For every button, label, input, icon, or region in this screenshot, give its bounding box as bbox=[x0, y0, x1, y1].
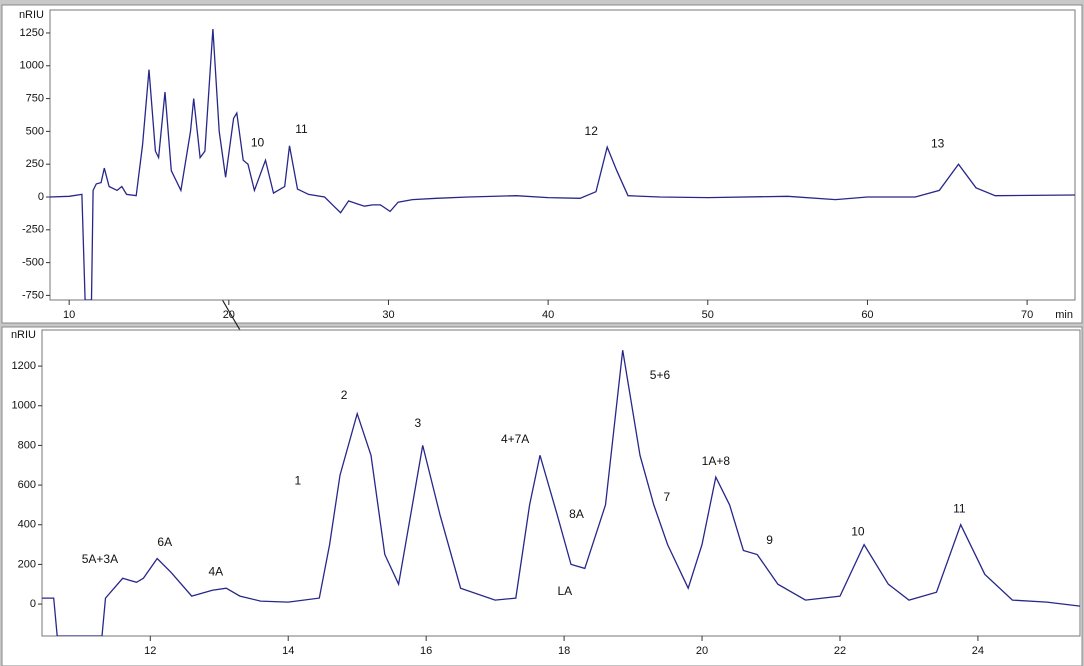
y-tick-label: 400 bbox=[18, 519, 36, 531]
y-tick-label: 1000 bbox=[12, 400, 36, 412]
peak-label: LA bbox=[557, 584, 572, 598]
plot-area bbox=[41, 329, 1081, 637]
peak-label: 9 bbox=[766, 533, 773, 547]
y-axis-label: nRIU bbox=[11, 329, 36, 341]
y-tick-label: 600 bbox=[18, 479, 36, 491]
y-tick-label: -500 bbox=[22, 257, 44, 269]
peak-label: 3 bbox=[415, 416, 422, 430]
y-tick-label: 0 bbox=[38, 191, 44, 203]
y-tick-label: 1000 bbox=[20, 60, 44, 72]
x-tick-label: 10 bbox=[63, 309, 75, 321]
x-tick-label: 12 bbox=[144, 645, 156, 657]
peak-label: 5+6 bbox=[650, 368, 671, 382]
trace bbox=[50, 28, 1075, 300]
x-tick-label: 20 bbox=[223, 309, 235, 321]
y-tick-label: 200 bbox=[18, 558, 36, 570]
y-tick-label: 500 bbox=[26, 125, 44, 137]
peak-label: 4+7A bbox=[501, 432, 529, 446]
x-tick-label: 18 bbox=[558, 645, 570, 657]
plot-area bbox=[49, 9, 1076, 301]
y-tick-label: -750 bbox=[22, 289, 44, 301]
y-tick-label: 0 bbox=[30, 598, 36, 610]
x-tick-label: 30 bbox=[382, 309, 394, 321]
x-axis-label: min bbox=[1055, 309, 1073, 321]
x-tick-label: 24 bbox=[972, 645, 984, 657]
y-axis-label: nRIU bbox=[19, 9, 44, 21]
peak-label: 2 bbox=[341, 388, 348, 402]
y-tick-label: 800 bbox=[18, 439, 36, 451]
y-tick-label: -250 bbox=[22, 224, 44, 236]
trace bbox=[42, 350, 1080, 636]
x-tick-label: 16 bbox=[420, 645, 432, 657]
x-tick-label: 70 bbox=[1021, 309, 1033, 321]
x-tick-label: 22 bbox=[834, 645, 846, 657]
peak-label: 10 bbox=[851, 524, 865, 538]
peak-label: 5A+3A bbox=[82, 552, 118, 566]
x-tick-label: 14 bbox=[282, 645, 294, 657]
x-tick-label: 60 bbox=[861, 309, 873, 321]
y-tick-label: 1200 bbox=[12, 360, 36, 372]
peak-label: 12 bbox=[585, 124, 599, 138]
peak-label: 13 bbox=[931, 137, 945, 151]
y-tick-label: 250 bbox=[26, 158, 44, 170]
peak-label: 11 bbox=[295, 122, 308, 136]
x-tick-label: 40 bbox=[542, 309, 554, 321]
y-tick-label: 1250 bbox=[20, 27, 44, 39]
x-tick-label: 20 bbox=[696, 645, 708, 657]
peak-label: 1 bbox=[295, 473, 302, 487]
peak-label: 4A bbox=[208, 564, 223, 578]
peak-label: 10 bbox=[251, 135, 265, 149]
peak-label: 11 bbox=[953, 501, 966, 515]
peak-label: 6A bbox=[157, 535, 172, 549]
peak-label: 1A+8 bbox=[702, 454, 731, 468]
peak-label: 7 bbox=[664, 490, 671, 504]
y-tick-label: 750 bbox=[26, 92, 44, 104]
x-tick-label: 50 bbox=[702, 309, 714, 321]
peak-label: 8A bbox=[569, 507, 584, 521]
